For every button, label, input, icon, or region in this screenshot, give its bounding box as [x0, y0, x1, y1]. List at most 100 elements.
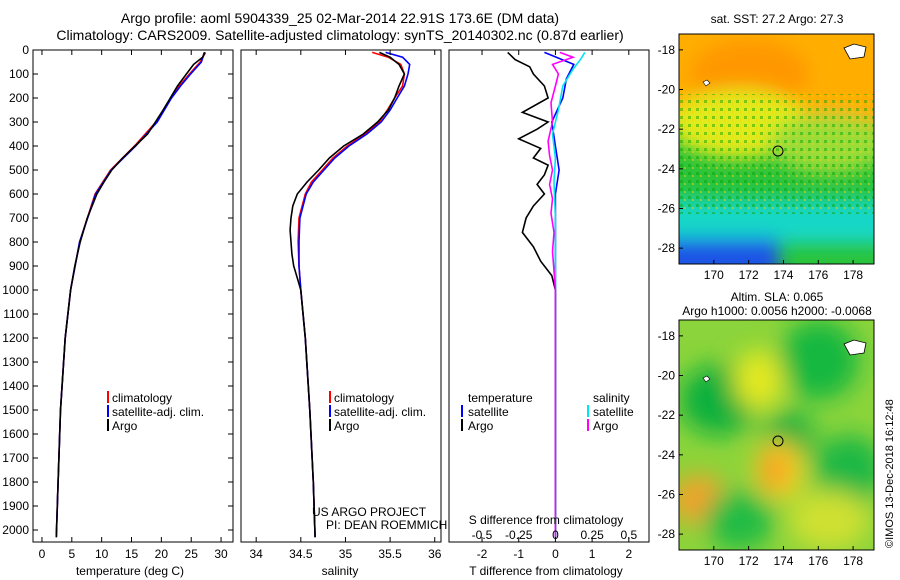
series-argo — [55, 52, 206, 538]
legend-temperature-title: temperature — [468, 391, 533, 405]
map-y-label: -24 — [658, 448, 676, 462]
map-x-label: 174 — [773, 268, 793, 282]
sla-yellow-1 — [734, 350, 784, 410]
y-tick-label: 1700 — [2, 451, 29, 465]
y-tick-label: 800 — [9, 235, 29, 249]
legend-satellite-label: satellite-adj. clim. — [334, 405, 426, 419]
difference-axis: -2 -1 0 1 2 -0.5 -0.25 0 0.25 0.5 — [472, 50, 637, 561]
figure-title-line2: Climatology: CARS2009. Satellite-adjuste… — [56, 27, 623, 43]
y-tick-label: 1200 — [2, 331, 29, 345]
figure-title-line1: Argo profile: aoml 5904339_25 02-Mar-201… — [121, 10, 559, 26]
map-y-label: -22 — [658, 122, 676, 136]
temperature-series — [55, 52, 207, 538]
x-tick-label: 0 — [552, 547, 559, 561]
legend-s-argo-label: Argo — [593, 419, 619, 433]
x-tick-label-top: 0.25 — [580, 528, 604, 542]
series-t-argo — [507, 51, 557, 538]
sla-island-small — [702, 375, 711, 383]
x-tick-label-top: 0.5 — [620, 528, 637, 542]
sst-noise — [679, 94, 874, 214]
map-x-label: 170 — [704, 268, 724, 282]
sla-yellow-3 — [789, 490, 869, 550]
x-tick-label: 34 — [249, 547, 263, 561]
sla-orange-2 — [760, 450, 788, 490]
sla-green-2 — [779, 320, 859, 400]
salinity-legend: climatology satellite-adj. clim. Argo — [329, 391, 426, 433]
legend-t-argo-label: Argo — [468, 419, 494, 433]
x-tick-label: 35 — [339, 547, 353, 561]
map-x-label: 172 — [739, 268, 759, 282]
sst-map-title: sat. SST: 27.2 Argo: 27.3 — [711, 12, 844, 26]
map-x-label: 174 — [773, 554, 793, 568]
y-tick-label: 400 — [9, 139, 29, 153]
y-tick-label: 500 — [9, 163, 29, 177]
x-tick-label: 34.5 — [289, 547, 313, 561]
project-credit-line2: PI: DEAN ROEMMICH — [326, 518, 447, 532]
x-tick-label: 20 — [155, 547, 169, 561]
legend-argo-label: Argo — [334, 419, 360, 433]
legend-climatology-label: climatology — [334, 391, 394, 405]
x-tick-label: 35.5 — [378, 547, 402, 561]
map-y-label: -28 — [658, 241, 676, 255]
sst-map-panel: sat. SST: 27.2 Argo: 27.3 — [658, 12, 875, 282]
x-tick-label-top: 0 — [552, 528, 559, 542]
sst-blue-band — [679, 239, 779, 264]
y-tick-label: 1600 — [2, 427, 29, 441]
sst-float-marker — [772, 145, 784, 157]
sla-map-plot — [679, 320, 874, 550]
y-tick-label: 200 — [9, 91, 29, 105]
sst-island-small — [702, 79, 711, 87]
sst-island-north — [843, 43, 867, 60]
salinity-series — [289, 51, 411, 538]
y-tick-label: 900 — [9, 259, 29, 273]
map-y-label: -18 — [658, 329, 676, 343]
map-y-label: -22 — [658, 408, 676, 422]
sla-island-north — [843, 339, 867, 356]
y-tick-label: 700 — [9, 211, 29, 225]
salinity-frame — [240, 49, 442, 543]
y-tick-label: 2000 — [2, 523, 29, 537]
map-x-label: 172 — [739, 554, 759, 568]
sla-map-panel: Altim. SLA: 0.065 Argo h1000: 0.0056 h20… — [658, 290, 875, 568]
x-tick-label: 30 — [214, 547, 228, 561]
project-credit-line1: US ARGO PROJECT — [312, 505, 427, 519]
y-tick-label: 1300 — [2, 355, 29, 369]
legend-t-satellite-label: satellite — [468, 405, 509, 419]
y-tick-label: 1900 — [2, 499, 29, 513]
x-tick-label: 36 — [428, 547, 442, 561]
salinity-xlabel: salinity — [322, 564, 359, 578]
map-x-label: 176 — [808, 268, 828, 282]
sla-green-5 — [704, 490, 774, 550]
temperature-axis: 0 5 10 15 20 25 30 — [39, 50, 228, 561]
x-tick-label: 15 — [125, 547, 139, 561]
sla-fields — [679, 320, 874, 550]
map-y-label: -20 — [658, 369, 676, 383]
sla-map-subtitle: Argo h1000: 0.0056 h2000: -0.0068 — [682, 304, 872, 318]
y-tick-label: 600 — [9, 187, 29, 201]
map-y-label: -20 — [658, 83, 676, 97]
temperature-frame — [32, 49, 234, 543]
map-y-label: -24 — [658, 162, 676, 176]
temperature-xlabel: temperature (deg C) — [76, 564, 184, 578]
sla-map-frame — [678, 319, 875, 551]
temperature-legend: climatology satellite-adj. clim. Argo — [107, 391, 204, 433]
map-y-label: -26 — [658, 487, 676, 501]
y-tick-label: 300 — [9, 115, 29, 129]
map-y-label: -28 — [658, 527, 676, 541]
legend-climatology-label: climatology — [112, 391, 172, 405]
map-x-label: 178 — [843, 554, 863, 568]
difference-xlabel-bottom: T difference from climatology — [469, 564, 623, 578]
legend-s-satellite-label: satellite — [593, 405, 634, 419]
sst-map-frame — [678, 33, 875, 265]
salinity-axis: 34 34.5 35 35.5 36 — [249, 50, 442, 561]
sla-float-marker — [772, 435, 784, 447]
x-tick-label: 1 — [589, 547, 596, 561]
y-tick-label: 1400 — [2, 379, 29, 393]
salinity-panel: 34 34.5 35 35.5 36 salinity climatology sate… — [240, 49, 447, 578]
legend-argo-label: Argo — [112, 419, 138, 433]
y-tick-label: 1800 — [2, 475, 29, 489]
sst-map-plot — [679, 34, 874, 264]
legend-salinity-title: salinity — [593, 391, 630, 405]
x-tick-label: 2 — [625, 547, 632, 561]
